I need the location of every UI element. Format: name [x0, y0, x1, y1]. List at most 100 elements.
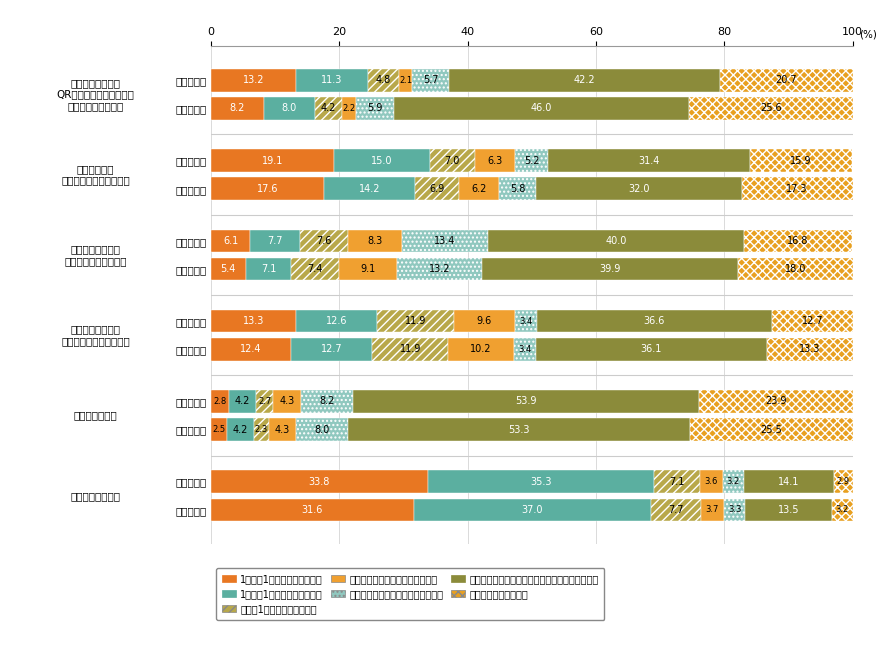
Text: 53.3: 53.3	[507, 424, 529, 434]
Bar	[211, 418, 227, 441]
Bar	[653, 470, 699, 493]
Bar	[699, 390, 852, 412]
Text: 17.3: 17.3	[786, 184, 807, 194]
Text: 6.1: 6.1	[223, 236, 238, 246]
Text: 8.0: 8.0	[281, 103, 297, 113]
Text: 13.3: 13.3	[798, 344, 820, 354]
Text: 4.3: 4.3	[279, 396, 294, 406]
Text: クレジットカード: クレジットカード	[70, 491, 120, 501]
Text: 交通系電子マネー
【電車・バスでの利用】: 交通系電子マネー 【電車・バスでの利用】	[61, 324, 130, 346]
Bar	[300, 390, 353, 412]
Text: 3.4: 3.4	[519, 317, 532, 326]
Bar	[689, 418, 853, 441]
Bar	[255, 390, 273, 412]
Bar	[353, 390, 699, 412]
Bar	[263, 97, 314, 120]
Text: 25.6: 25.6	[759, 103, 781, 113]
Bar	[749, 149, 851, 172]
Bar	[291, 258, 338, 280]
Bar	[535, 338, 766, 361]
Bar	[723, 499, 745, 521]
Text: 15.9: 15.9	[789, 156, 810, 166]
Text: 33.8: 33.8	[308, 477, 330, 487]
Text: 12.7: 12.7	[801, 316, 823, 326]
Bar	[688, 97, 853, 120]
Text: 5.9: 5.9	[367, 103, 382, 113]
Text: 9.6: 9.6	[476, 316, 492, 326]
Text: 14.2: 14.2	[358, 184, 380, 194]
Bar	[399, 69, 412, 91]
Text: 12.6: 12.6	[326, 316, 347, 326]
Legend: 1週間に1回以上利用している, 1か月に1回以上利用している, 半年に1回以上利用している, 半年以上前に利用したことがある, 持っているが、利用したことはない: 1週間に1回以上利用している, 1か月に1回以上利用している, 半年に1回以上利…	[216, 568, 604, 620]
Text: 交通系電子マネー
【買い物等での利用】: 交通系電子マネー 【買い物等での利用】	[64, 244, 126, 266]
Bar	[449, 69, 719, 91]
Text: スマートフォンの
QRコード・バーコードを
利用した支払い手段: スマートフォンの QRコード・バーコードを 利用した支払い手段	[56, 78, 134, 111]
Bar	[211, 390, 228, 412]
Text: 40.0: 40.0	[604, 236, 626, 246]
Text: 8.2: 8.2	[229, 103, 245, 113]
Bar	[487, 229, 744, 252]
Bar	[831, 499, 852, 521]
Text: 12.4: 12.4	[240, 344, 261, 354]
Text: 2.3: 2.3	[255, 425, 268, 434]
Text: 2.1: 2.1	[399, 76, 412, 85]
Text: 11.3: 11.3	[320, 76, 342, 86]
Bar	[368, 69, 399, 91]
Text: 7.0: 7.0	[444, 156, 459, 166]
Bar	[459, 178, 499, 200]
Bar	[227, 418, 254, 441]
Text: 46.0: 46.0	[530, 103, 551, 113]
Bar	[273, 390, 300, 412]
Text: 16.8: 16.8	[787, 236, 808, 246]
Bar	[429, 149, 474, 172]
Bar	[228, 390, 255, 412]
Text: 13.2: 13.2	[242, 76, 263, 86]
Bar	[296, 418, 347, 441]
Text: 2.8: 2.8	[213, 397, 227, 406]
Bar	[348, 229, 401, 252]
Bar	[515, 310, 536, 332]
Text: 15.0: 15.0	[371, 156, 392, 166]
Bar	[347, 418, 689, 441]
Text: 39.9: 39.9	[599, 264, 620, 274]
Text: 36.6: 36.6	[643, 316, 665, 326]
Bar	[371, 338, 448, 361]
Bar	[833, 470, 852, 493]
Text: 3.2: 3.2	[726, 477, 739, 486]
Text: 32.0: 32.0	[628, 184, 649, 194]
Bar	[699, 470, 723, 493]
Bar	[211, 149, 333, 172]
Text: 9.1: 9.1	[360, 264, 375, 274]
Bar	[401, 229, 487, 252]
Text: 5.2: 5.2	[523, 156, 539, 166]
Bar	[245, 258, 291, 280]
Text: 4.3: 4.3	[275, 424, 290, 434]
Bar	[333, 149, 429, 172]
Bar	[723, 470, 743, 493]
Bar	[211, 69, 295, 91]
Bar	[719, 69, 852, 91]
Bar	[211, 499, 414, 521]
Bar	[414, 499, 651, 521]
Text: 2.5: 2.5	[212, 425, 226, 434]
Bar	[700, 499, 723, 521]
Bar	[211, 97, 263, 120]
Bar	[474, 149, 515, 172]
Bar	[211, 470, 428, 493]
Bar	[295, 69, 368, 91]
Text: 7.6: 7.6	[316, 236, 331, 246]
Text: 4.2: 4.2	[233, 424, 248, 434]
Text: 31.4: 31.4	[637, 156, 659, 166]
Bar	[548, 149, 749, 172]
Bar	[536, 310, 771, 332]
Text: デビットカード: デビットカード	[74, 410, 117, 420]
Text: 7.4: 7.4	[307, 264, 322, 274]
Text: 42.2: 42.2	[573, 76, 594, 86]
Text: 3.6: 3.6	[704, 477, 717, 486]
Text: 交通系以外の
プリベイド式電子マネー: 交通系以外の プリベイド式電子マネー	[61, 164, 130, 186]
Bar	[737, 258, 853, 280]
Text: 7.1: 7.1	[261, 264, 276, 274]
Text: 36.1: 36.1	[640, 344, 661, 354]
Bar	[291, 338, 371, 361]
Bar	[453, 310, 515, 332]
